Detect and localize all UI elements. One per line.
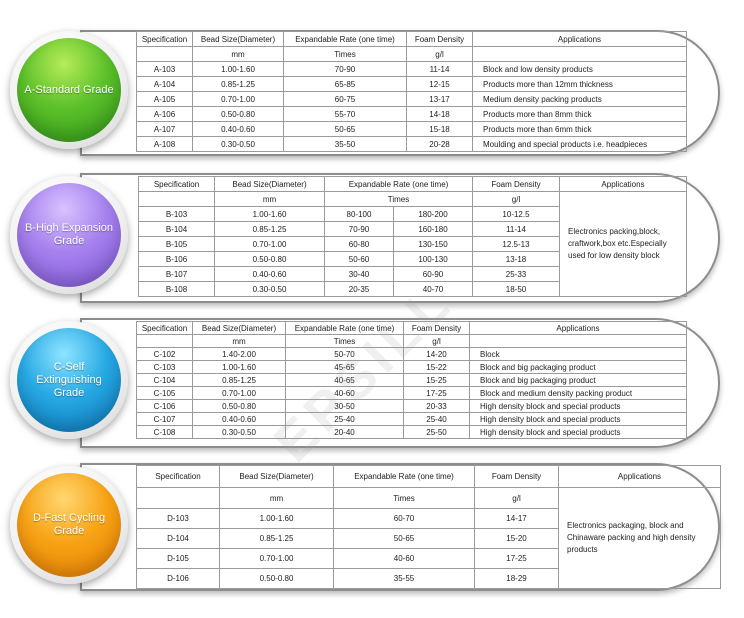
table-row: A-105 0.70-1.00 60-75 13-17 Medium densi…	[136, 91, 687, 107]
grade-panel-b: B-High Expansion Grade Specification Bea…	[10, 173, 720, 303]
applications-text-b: Electronics packing,block, craftwork,box…	[559, 191, 687, 297]
table-row: C-102 1.40-2.00 50-70 14-20 Block	[136, 347, 687, 361]
header-bead-size: Bead Size(Diameter)	[219, 465, 334, 488]
grade-badge-b: B-High Expansion Grade	[17, 183, 121, 287]
grade-panel-c: C-Self Extinguishing Grade Specification…	[10, 318, 720, 448]
spec-table-a: Specification Bead Size(Diameter) Expand…	[136, 31, 687, 152]
grade-panel-d: D-Fast Cycling Grade Specification Bead …	[10, 463, 721, 591]
table-row: B-108 0.30-0.50 20-35 40-70 18-50	[138, 281, 687, 297]
grade-badge-a: A-Standard Grade	[17, 38, 121, 142]
table-header-row: Specification Bead Size(Diameter) Expand…	[136, 465, 721, 488]
table-row: A-104 0.85-1.25 65-85 12-15 Products mor…	[136, 76, 687, 92]
header-applications: Applications	[558, 465, 721, 488]
table-row: A-107 0.40-0.60 50-65 15-18 Products mor…	[136, 121, 687, 137]
table-row: D-106 0.50-0.80 35-55 18-29	[136, 568, 721, 589]
grade-badge-d: D-Fast Cycling Grade	[17, 473, 121, 577]
table-units-row: mm Times g/l	[136, 46, 687, 62]
table-units-row: mm Times g/l	[136, 334, 687, 348]
table-row: B-107 0.40-0.60 30-40 60-90 25-33	[138, 266, 687, 282]
header-foam-density: Foam Density	[474, 465, 559, 488]
grade-name-a: A-Standard Grade	[24, 83, 114, 96]
table-row: C-108 0.30-0.50 20-40 25-50 High density…	[136, 425, 687, 439]
table-row: A-108 0.30-0.50 35-50 20-28 Moulding and…	[136, 136, 687, 152]
applications-text-d: Electronics packaging, block and Chinawa…	[558, 487, 721, 589]
spec-table-b: Specification Bead Size(Diameter) Expand…	[138, 176, 687, 297]
unit-times: Times	[333, 487, 475, 509]
table-units-row: mm Times g/l Electronics packaging, bloc…	[136, 487, 721, 589]
unit-gl: g/l	[474, 487, 559, 509]
grade-name-b: B-High Expansion Grade	[24, 222, 114, 247]
grade-name-c: C-Self Extinguishing Grade	[36, 360, 102, 399]
header-expandable-rate: Expandable Rate (one time)	[333, 465, 475, 488]
table-row: B-106 0.50-0.80 50-60 100-130 13-18	[138, 251, 687, 267]
grade-panel-a: A-Standard Grade Specification Bead Size…	[0, 0, 744, 160]
spec-table-c: Specification Bead Size(Diameter) Expand…	[136, 321, 687, 439]
header-specification: Specification	[136, 465, 220, 488]
table-row: D-103 1.00-1.60 60-70 14-17	[136, 508, 721, 529]
table-units-row: mm Times g/l Electronics packing,block, …	[138, 191, 687, 297]
table-row: A-103 1.00-1.60 70-90 11-14 Block and lo…	[136, 61, 687, 77]
grade-badge-c: C-Self Extinguishing Grade	[17, 328, 121, 432]
grade-name-d: D-Fast Cycling Grade	[32, 512, 106, 537]
spec-table-d: Specification Bead Size(Diameter) Expand…	[136, 465, 721, 589]
table-row: B-104 0.85-1.25 70-90 160-180 11-14	[138, 221, 687, 237]
unit-mm: mm	[219, 487, 334, 509]
